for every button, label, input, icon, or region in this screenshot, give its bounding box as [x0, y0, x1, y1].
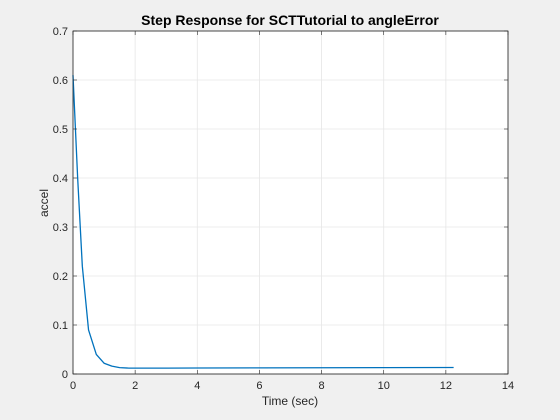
y-tick-label: 0.7: [53, 26, 68, 38]
axes: [72, 30, 509, 375]
chart-title: Step Response for SCTTutorial to angleEr…: [141, 12, 439, 28]
x-tick-label: 4: [194, 380, 200, 392]
tick-labels: 0 2 4 6 8 10 12 14 0 0.1 0.2 0.3 0.4 0.5 0.6 0.7: [53, 26, 514, 392]
x-tick-label: 12: [440, 380, 452, 392]
y-tick-label: 0: [62, 369, 68, 381]
x-tick-label: 0: [70, 380, 76, 392]
y-tick-label: 0.5: [53, 124, 68, 136]
x-tick-label: 14: [502, 380, 514, 392]
grid: [73, 31, 508, 374]
series-layer: [72, 75, 454, 369]
y-tick-label: 0.2: [53, 271, 68, 283]
y-axis-label: accel: [37, 189, 51, 217]
x-tick-label: 10: [378, 380, 390, 392]
axes-box: [72, 30, 509, 375]
x-tick-label: 6: [256, 380, 262, 392]
plot-area: 0 2 4 6 8 10 12 14 0 0.1 0.2 0.3 0.4 0.5 0.6 0.7: [53, 26, 514, 392]
y-tick-label: 0.1: [53, 320, 68, 332]
y-tick-label: 0.4: [53, 173, 68, 185]
x-tick-label: 2: [132, 380, 138, 392]
x-tick-label: 8: [319, 380, 325, 392]
series-line: [72, 75, 454, 369]
x-axis-label: Time (sec): [262, 394, 318, 408]
y-tick-label: 0.3: [53, 222, 68, 234]
axes-background: [72, 30, 509, 375]
y-tick-label: 0.6: [53, 75, 68, 87]
